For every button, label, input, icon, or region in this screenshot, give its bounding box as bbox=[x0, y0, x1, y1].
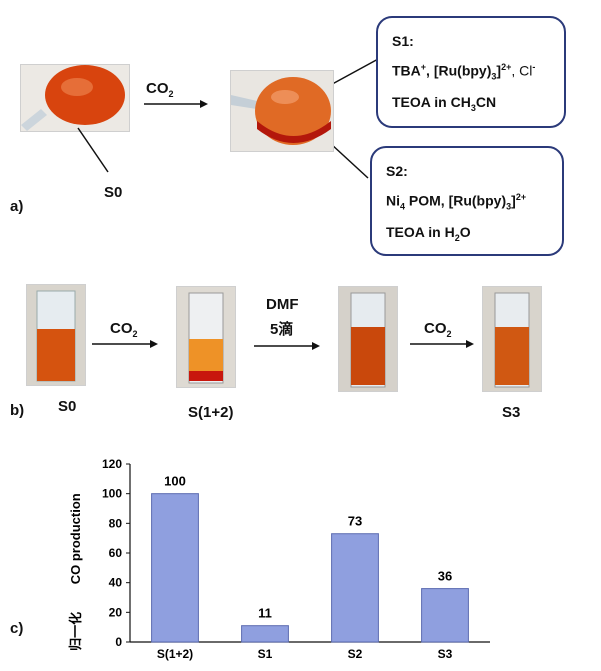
x-tick-label: S2 bbox=[348, 647, 363, 661]
cuvette-s3-photo bbox=[482, 286, 542, 392]
callout-s2-line2: TEOA in H2O bbox=[386, 224, 471, 244]
y-tick-label: 120 bbox=[102, 457, 122, 471]
data-label: 11 bbox=[258, 606, 272, 621]
y-tick-label: 0 bbox=[115, 635, 122, 649]
panel-b-s3-label: S3 bbox=[502, 404, 521, 421]
flask-co2-photo bbox=[230, 70, 334, 152]
cuvette-dmf-image bbox=[339, 287, 397, 391]
data-label: 100 bbox=[164, 474, 186, 489]
y-axis-label-cn: 归一化 bbox=[68, 612, 84, 651]
flask-s0-image bbox=[21, 65, 129, 131]
panel-b-s0-label: S0 bbox=[58, 398, 77, 415]
data-label: 36 bbox=[438, 569, 452, 584]
cuvette-s0-image bbox=[27, 285, 85, 385]
cuvette-s3-image bbox=[483, 287, 541, 391]
cuvette-s12-photo bbox=[176, 286, 236, 388]
panel-b-arrow3-label: CO2 bbox=[424, 320, 452, 339]
callout-s2-line1: Ni4 POM, [Ru(bpy)3]2+ bbox=[386, 192, 527, 212]
y-tick-label: 20 bbox=[109, 605, 123, 619]
x-tick-label: S1 bbox=[258, 647, 273, 661]
x-tick-label: S3 bbox=[438, 647, 453, 661]
panel-a-arrow-label: CO2 bbox=[146, 80, 174, 99]
bar bbox=[151, 493, 199, 643]
cuvette-dmf-photo bbox=[338, 286, 398, 392]
flask-co2-image bbox=[231, 71, 333, 151]
y-tick-label: 60 bbox=[109, 546, 123, 560]
panel-b-arrows bbox=[92, 340, 474, 350]
callout-s2: S2: Ni4 POM, [Ru(bpy)3]2+ TEOA in H2O bbox=[370, 146, 564, 256]
cuvette-s0-photo bbox=[26, 284, 86, 386]
bar bbox=[331, 533, 379, 643]
y-tick-label: 80 bbox=[109, 516, 123, 530]
y-axis-label: CO production bbox=[68, 493, 83, 584]
panel-a-label: a) bbox=[10, 198, 24, 215]
panel-a-s0-label: S0 bbox=[104, 184, 123, 201]
callout-s1-title: S1: bbox=[392, 33, 414, 49]
flask-s0-photo bbox=[20, 64, 130, 132]
cuvette-s12-image bbox=[177, 287, 235, 387]
callout-s2-title: S2: bbox=[386, 163, 408, 179]
panel-b-drops: 5滴 bbox=[270, 321, 294, 338]
callout-s1-line1: TBA+, [Ru(bpy)3]2+, Cl- bbox=[392, 62, 536, 82]
callout-s1: S1: TBA+, [Ru(bpy)3]2+, Cl- TEOA in CH3C… bbox=[376, 16, 566, 128]
bar bbox=[421, 588, 469, 643]
callout-s1-line2: TEOA in CH3CN bbox=[392, 94, 497, 114]
data-label: 73 bbox=[348, 514, 362, 529]
panel-b-dmf: DMF bbox=[266, 296, 299, 313]
co-production-chart: 0 20 40 60 80 100 120 100 S(1+2) 11 S1 73 S2 36 S3 CO p… bbox=[68, 457, 490, 661]
x-tick-label: S(1+2) bbox=[157, 647, 193, 661]
y-tick-label: 40 bbox=[109, 576, 123, 590]
panel-b-label: b) bbox=[10, 402, 25, 419]
y-tick-label: 100 bbox=[102, 487, 122, 501]
panel-b-arrow1-label: CO2 bbox=[110, 320, 138, 339]
bar bbox=[241, 625, 289, 643]
panel-b-s12-label: S(1+2) bbox=[188, 404, 234, 421]
panel-c-label: c) bbox=[10, 620, 24, 637]
